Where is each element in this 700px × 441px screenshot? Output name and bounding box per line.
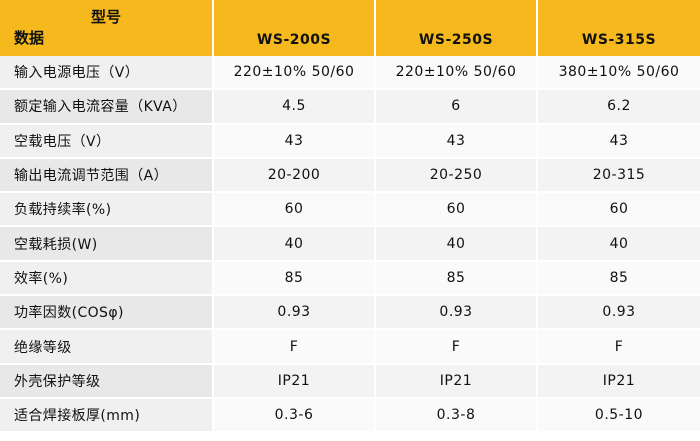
row-value: F [214,330,376,363]
row-value: 6.2 [538,90,700,123]
table-row: 额定输入电流容量（KVA） 4.5 6 6.2 [0,90,700,125]
row-value: 4.5 [214,90,376,123]
row-value: 43 [538,124,700,157]
table-row: 绝缘等级 F F F [0,330,700,365]
row-label: 输入电源电压（V） [0,56,214,89]
row-label: 额定输入电流容量（KVA） [0,90,214,123]
row-value: 0.93 [538,296,700,329]
header-corner-cell: 型号 数据 [0,0,214,56]
row-value: 380±10% 50/60 [538,56,700,89]
row-value: IP21 [538,364,700,397]
row-value: 0.5-10 [538,398,700,432]
table-row: 功率因数(COSφ) 0.93 0.93 0.93 [0,296,700,331]
row-label: 输出电流调节范围（A） [0,158,214,192]
row-value: 85 [538,261,700,295]
row-label: 效率(%) [0,261,214,295]
row-value: IP21 [214,364,376,397]
row-label: 外壳保护等级 [0,364,214,397]
row-value: 0.93 [376,296,538,329]
header-model-label: 型号 [90,8,121,26]
row-value: 43 [214,124,376,157]
row-label: 空载耗损(W) [0,227,214,260]
table-row: 适合焊接板厚(mm) 0.3-6 0.3-8 0.5-10 [0,398,700,434]
row-value: 220±10% 50/60 [214,56,376,89]
table-row: 输出电流调节范围（A） 20-200 20-250 20-315 [0,158,700,194]
model-name: WS-200S [256,32,332,48]
table-row: 空载电压（V） 43 43 43 [0,124,700,159]
row-value: 60 [214,193,376,226]
row-value: 85 [376,261,538,295]
row-value: 40 [538,227,700,260]
row-value: 60 [376,193,538,226]
row-value: 220±10% 50/60 [376,56,538,89]
row-label: 绝缘等级 [0,330,214,363]
table-row: 外壳保护等级 IP21 IP21 IP21 [0,364,700,399]
row-value: 40 [376,227,538,260]
model-name: WS-250S [418,32,494,48]
table-row: 输入电源电压（V） 220±10% 50/60 220±10% 50/60 380±1… [0,56,700,91]
row-value: 40 [214,227,376,260]
row-value: 0.3-8 [376,398,538,432]
row-label: 负载持续率(%) [0,193,214,226]
row-value: F [538,330,700,363]
row-value: 0.93 [214,296,376,329]
model-name: WS-315S [581,32,657,48]
table-row: 负载持续率(%) 60 60 60 [0,193,700,228]
header-data-label: 数据 [14,29,45,47]
row-label: 空载电压（V） [0,124,214,157]
table-header: 型号 数据 WS-200S WS-250S WS-315S [0,0,700,56]
row-label: 功率因数(COSφ) [0,296,214,329]
row-value: 20-200 [214,158,376,192]
table-body: 输入电源电压（V） 220±10% 50/60 220±10% 50/60 380±1… [0,56,700,434]
header-model-cell: WS-315S [538,0,700,56]
row-value: 6 [376,90,538,123]
row-value: 43 [376,124,538,157]
row-value: 20-250 [376,158,538,192]
row-label: 适合焊接板厚(mm) [0,398,214,432]
header-model-cell: WS-250S [376,0,538,56]
header-model-cell: WS-200S [214,0,376,56]
row-value: 20-315 [538,158,700,192]
table-row: 空载耗损(W) 40 40 40 [0,227,700,262]
table-row: 效率(%) 85 85 85 [0,261,700,297]
row-value: IP21 [376,364,538,397]
row-value: 60 [538,193,700,226]
row-value: 0.3-6 [214,398,376,432]
row-value: F [376,330,538,363]
row-value: 85 [214,261,376,295]
